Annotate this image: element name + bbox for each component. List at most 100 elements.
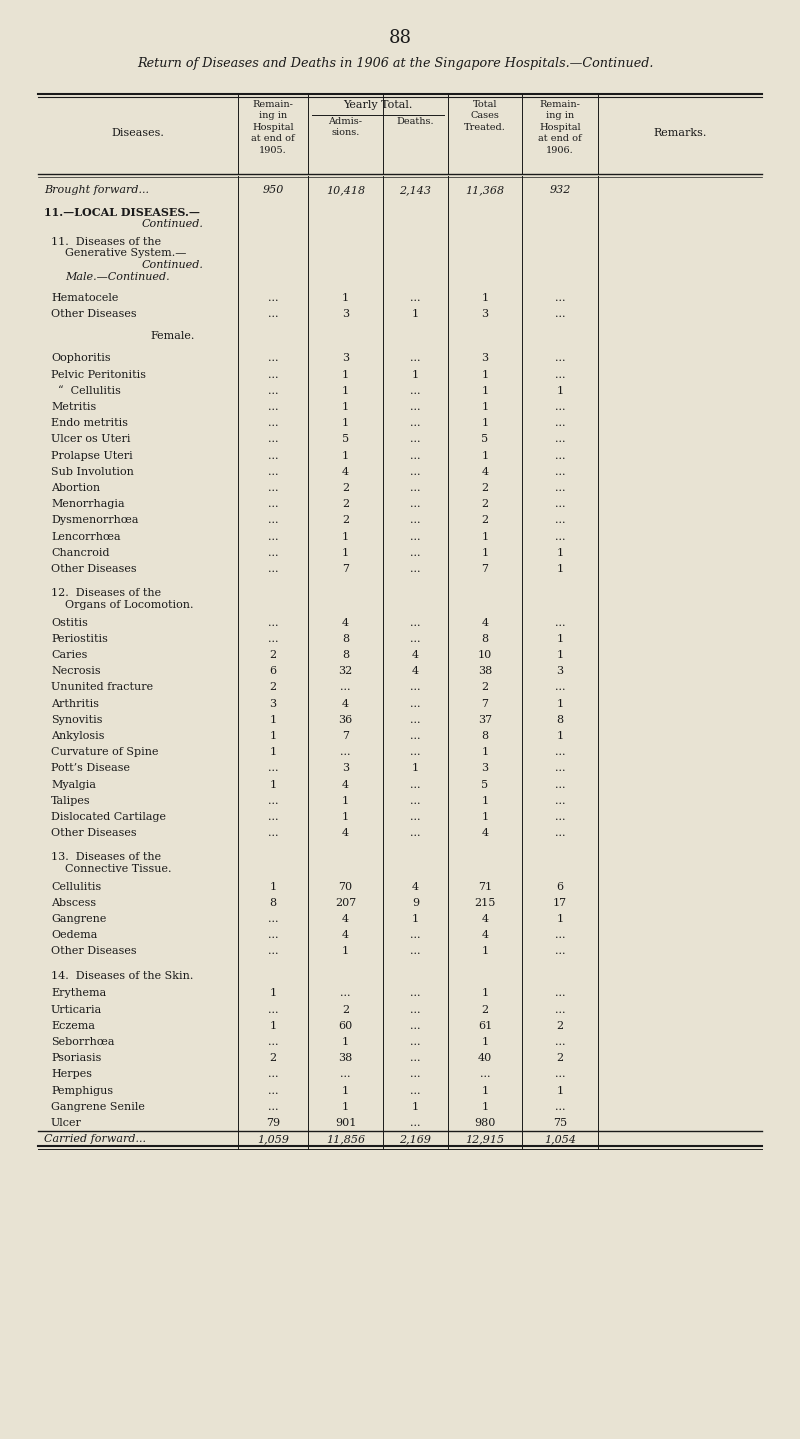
Text: ...: ... xyxy=(410,1069,421,1079)
Text: Ankylosis: Ankylosis xyxy=(51,731,105,741)
Text: ...: ... xyxy=(410,698,421,708)
Text: ...: ... xyxy=(554,989,566,999)
Text: 12.  Diseases of the: 12. Diseases of the xyxy=(51,589,161,599)
Text: 4: 4 xyxy=(342,780,349,790)
Text: 8: 8 xyxy=(482,633,489,643)
Text: 8: 8 xyxy=(342,650,349,661)
Text: 1: 1 xyxy=(557,1085,563,1095)
Text: 5: 5 xyxy=(482,435,489,445)
Text: 1: 1 xyxy=(482,989,489,999)
Text: ...: ... xyxy=(554,763,566,773)
Text: ...: ... xyxy=(554,780,566,790)
Text: Pott’s Disease: Pott’s Disease xyxy=(51,763,130,773)
Text: 4: 4 xyxy=(482,829,489,837)
Text: 1: 1 xyxy=(482,450,489,460)
Text: ...: ... xyxy=(410,386,421,396)
Text: ...: ... xyxy=(268,829,278,837)
Text: ...: ... xyxy=(268,1069,278,1079)
Text: ...: ... xyxy=(268,763,278,773)
Text: ...: ... xyxy=(268,947,278,957)
Text: 2: 2 xyxy=(482,484,489,494)
Text: 17: 17 xyxy=(553,898,567,908)
Text: ...: ... xyxy=(410,499,421,509)
Text: ...: ... xyxy=(268,564,278,574)
Text: Dislocated Cartilage: Dislocated Cartilage xyxy=(51,812,166,822)
Text: ...: ... xyxy=(410,548,421,558)
Text: Gangrene Senile: Gangrene Senile xyxy=(51,1102,145,1112)
Text: 1: 1 xyxy=(482,947,489,957)
Text: ...: ... xyxy=(554,1004,566,1014)
Text: ...: ... xyxy=(340,747,350,757)
Text: 1: 1 xyxy=(412,370,419,380)
Text: 7: 7 xyxy=(482,698,489,708)
Text: Necrosis: Necrosis xyxy=(51,666,101,676)
Text: ...: ... xyxy=(554,617,566,627)
Text: ...: ... xyxy=(268,930,278,940)
Text: Talipes: Talipes xyxy=(51,796,90,806)
Text: ...: ... xyxy=(268,450,278,460)
Text: ...: ... xyxy=(410,633,421,643)
Text: ...: ... xyxy=(410,435,421,445)
Text: Female.: Female. xyxy=(151,331,195,341)
Text: 71: 71 xyxy=(478,882,492,892)
Text: ...: ... xyxy=(410,564,421,574)
Text: ...: ... xyxy=(410,515,421,525)
Text: 1: 1 xyxy=(482,747,489,757)
Text: ...: ... xyxy=(268,633,278,643)
Text: Admis-
sions.: Admis- sions. xyxy=(329,117,362,138)
Text: 8: 8 xyxy=(270,898,277,908)
Text: 207: 207 xyxy=(335,898,356,908)
Text: 1: 1 xyxy=(270,780,277,790)
Text: Ulcer: Ulcer xyxy=(51,1118,82,1128)
Text: 1: 1 xyxy=(342,1038,349,1048)
Text: Carried forward...: Carried forward... xyxy=(44,1134,146,1144)
Text: 1: 1 xyxy=(482,401,489,412)
Text: 1: 1 xyxy=(482,1038,489,1048)
Text: ...: ... xyxy=(410,1038,421,1048)
Text: 6: 6 xyxy=(557,882,563,892)
Text: 7: 7 xyxy=(482,564,489,574)
Text: ...: ... xyxy=(554,1038,566,1048)
Text: 1: 1 xyxy=(342,796,349,806)
Text: Urticaria: Urticaria xyxy=(51,1004,102,1014)
Text: 2: 2 xyxy=(270,682,277,692)
Text: 11.  Diseases of the: 11. Diseases of the xyxy=(51,236,161,246)
Text: 5: 5 xyxy=(342,435,349,445)
Text: ...: ... xyxy=(410,1085,421,1095)
Text: ...: ... xyxy=(410,466,421,476)
Text: 4: 4 xyxy=(342,914,349,924)
Text: 4: 4 xyxy=(482,914,489,924)
Text: ...: ... xyxy=(268,484,278,494)
Text: ...: ... xyxy=(268,548,278,558)
Text: Connective Tissue.: Connective Tissue. xyxy=(65,863,171,873)
Text: 1: 1 xyxy=(270,747,277,757)
Text: 1: 1 xyxy=(482,531,489,541)
Text: 1: 1 xyxy=(270,882,277,892)
Text: 1,059: 1,059 xyxy=(257,1134,289,1144)
Text: ...: ... xyxy=(410,419,421,429)
Text: Chancroid: Chancroid xyxy=(51,548,110,558)
Text: ...: ... xyxy=(554,484,566,494)
Text: 36: 36 xyxy=(338,715,353,725)
Text: Male.—Continued.: Male.—Continued. xyxy=(65,272,170,282)
Text: Eczema: Eczema xyxy=(51,1020,95,1030)
Text: 1: 1 xyxy=(557,731,563,741)
Text: Generative System.—: Generative System.— xyxy=(65,249,186,258)
Text: Dysmenorrhœa: Dysmenorrhœa xyxy=(51,515,138,525)
Text: 8: 8 xyxy=(342,633,349,643)
Text: 3: 3 xyxy=(342,309,349,319)
Text: ...: ... xyxy=(554,515,566,525)
Text: ...: ... xyxy=(268,531,278,541)
Text: ...: ... xyxy=(554,354,566,364)
Text: 1: 1 xyxy=(412,309,419,319)
Text: 79: 79 xyxy=(266,1118,280,1128)
Text: 10: 10 xyxy=(478,650,492,661)
Text: 3: 3 xyxy=(482,763,489,773)
Text: Myalgia: Myalgia xyxy=(51,780,96,790)
Text: 70: 70 xyxy=(338,882,353,892)
Text: 10,418: 10,418 xyxy=(326,186,365,196)
Text: Continued.: Continued. xyxy=(142,260,204,271)
Text: Oedema: Oedema xyxy=(51,930,98,940)
Text: 75: 75 xyxy=(553,1118,567,1128)
Text: 1: 1 xyxy=(342,401,349,412)
